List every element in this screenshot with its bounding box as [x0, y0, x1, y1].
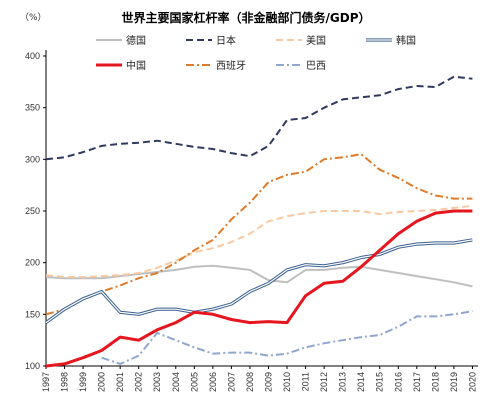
legend-label: 西班牙 [216, 60, 246, 72]
x-tick-label: 2007 [226, 372, 236, 392]
legend-item-3: 美国 [276, 34, 326, 47]
chart-title: 世界主要国家杠杆率（非金融部门债务/GDP） [122, 10, 371, 25]
plot-area [45, 75, 473, 368]
y-tick-label: 400 [25, 51, 40, 61]
x-tick-label: 2017 [412, 372, 422, 392]
legend-label: 日本 [216, 34, 236, 47]
legend-label: 巴西 [306, 60, 326, 72]
x-tick-label: 1999 [78, 372, 88, 392]
y-tick-label: 150 [25, 309, 40, 319]
x-tick-label: 2000 [97, 372, 107, 392]
y-tick-label: 200 [25, 258, 40, 268]
legend-item-6: 西班牙 [186, 60, 246, 72]
series-4-line-inner [45, 239, 473, 324]
axes: 100 150 200 250 300 350 400 1997 1998 1999 2000 200… [25, 50, 478, 392]
x-tick-label: 2018 [430, 372, 440, 392]
x-tick-label: 2020 [467, 372, 477, 392]
y-tick-label: 100 [25, 361, 40, 371]
legend-label: 德国 [126, 34, 146, 47]
x-tick-label: 2003 [152, 372, 162, 392]
legend-label: 美国 [306, 34, 326, 47]
series-1-line [45, 264, 473, 288]
x-tick-label: 2005 [189, 372, 199, 392]
y-tick-label: 350 [25, 103, 40, 113]
legend-item-2: 日本 [186, 34, 236, 47]
x-tick-label: 2012 [319, 372, 329, 392]
x-tick-label: 2004 [171, 372, 181, 392]
x-tick-label: 2014 [356, 372, 366, 392]
series-4-line-outer [45, 238, 473, 324]
y-unit-label: （%） [20, 12, 47, 23]
x-tick-label: 2008 [245, 372, 255, 392]
x-tick-label: 2019 [449, 372, 459, 392]
x-tick-label: 2009 [263, 372, 273, 392]
legend-item-5: 中国 [96, 59, 146, 72]
x-tick-label: 2001 [115, 372, 125, 392]
y-tick-label: 300 [25, 154, 40, 164]
series-2-line [45, 75, 473, 161]
x-tick-label: 2016 [393, 372, 403, 392]
legend-label: 中国 [126, 59, 146, 72]
legend-label: 韩国 [396, 34, 416, 47]
series-5-line [45, 209, 473, 368]
series-3-line [45, 204, 473, 279]
x-tick-label: 2002 [134, 372, 144, 392]
x-tick-label: 2011 [301, 372, 311, 391]
legend-item-4: 韩国 [366, 34, 416, 47]
x-tick-label: 1997 [41, 372, 51, 392]
series-6-line [45, 153, 473, 316]
x-tick-label: 2010 [282, 372, 292, 392]
legend-item-1: 德国 [96, 34, 146, 47]
x-tick-label: 2015 [375, 372, 385, 392]
legend-item-7: 巴西 [276, 60, 326, 72]
series-7-line [101, 310, 473, 365]
x-tick-label: 2006 [208, 372, 218, 392]
x-tick-label: 2013 [338, 372, 348, 392]
x-tick-label: 1998 [60, 372, 70, 392]
y-tick-label: 250 [25, 206, 40, 216]
